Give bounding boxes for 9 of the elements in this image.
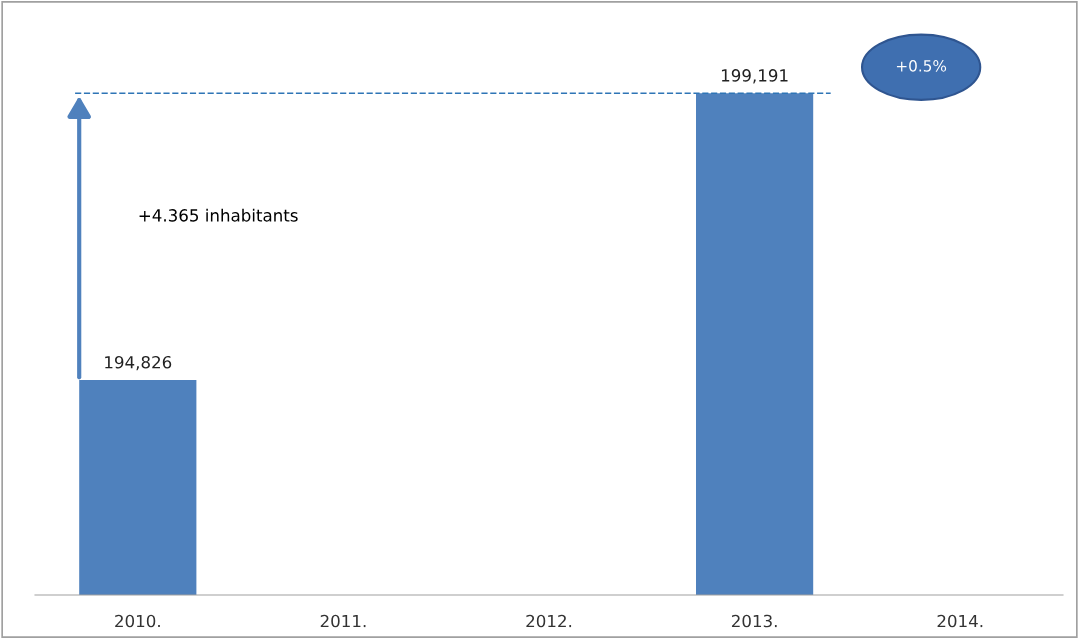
annotation: +0.5% [896, 60, 947, 72]
x-tick-label: 2013. [731, 614, 777, 628]
x-tick-label: 2012. [526, 614, 572, 628]
data-label: 199,191 [721, 69, 788, 84]
x-tick-label: 2010. [115, 614, 160, 628]
x-tick-label: 2011. [320, 614, 366, 628]
data-label: 194,826 [105, 355, 172, 371]
annotation: +4.365 inhabitants [139, 208, 298, 222]
x-tick-label: 2014. [937, 614, 983, 628]
